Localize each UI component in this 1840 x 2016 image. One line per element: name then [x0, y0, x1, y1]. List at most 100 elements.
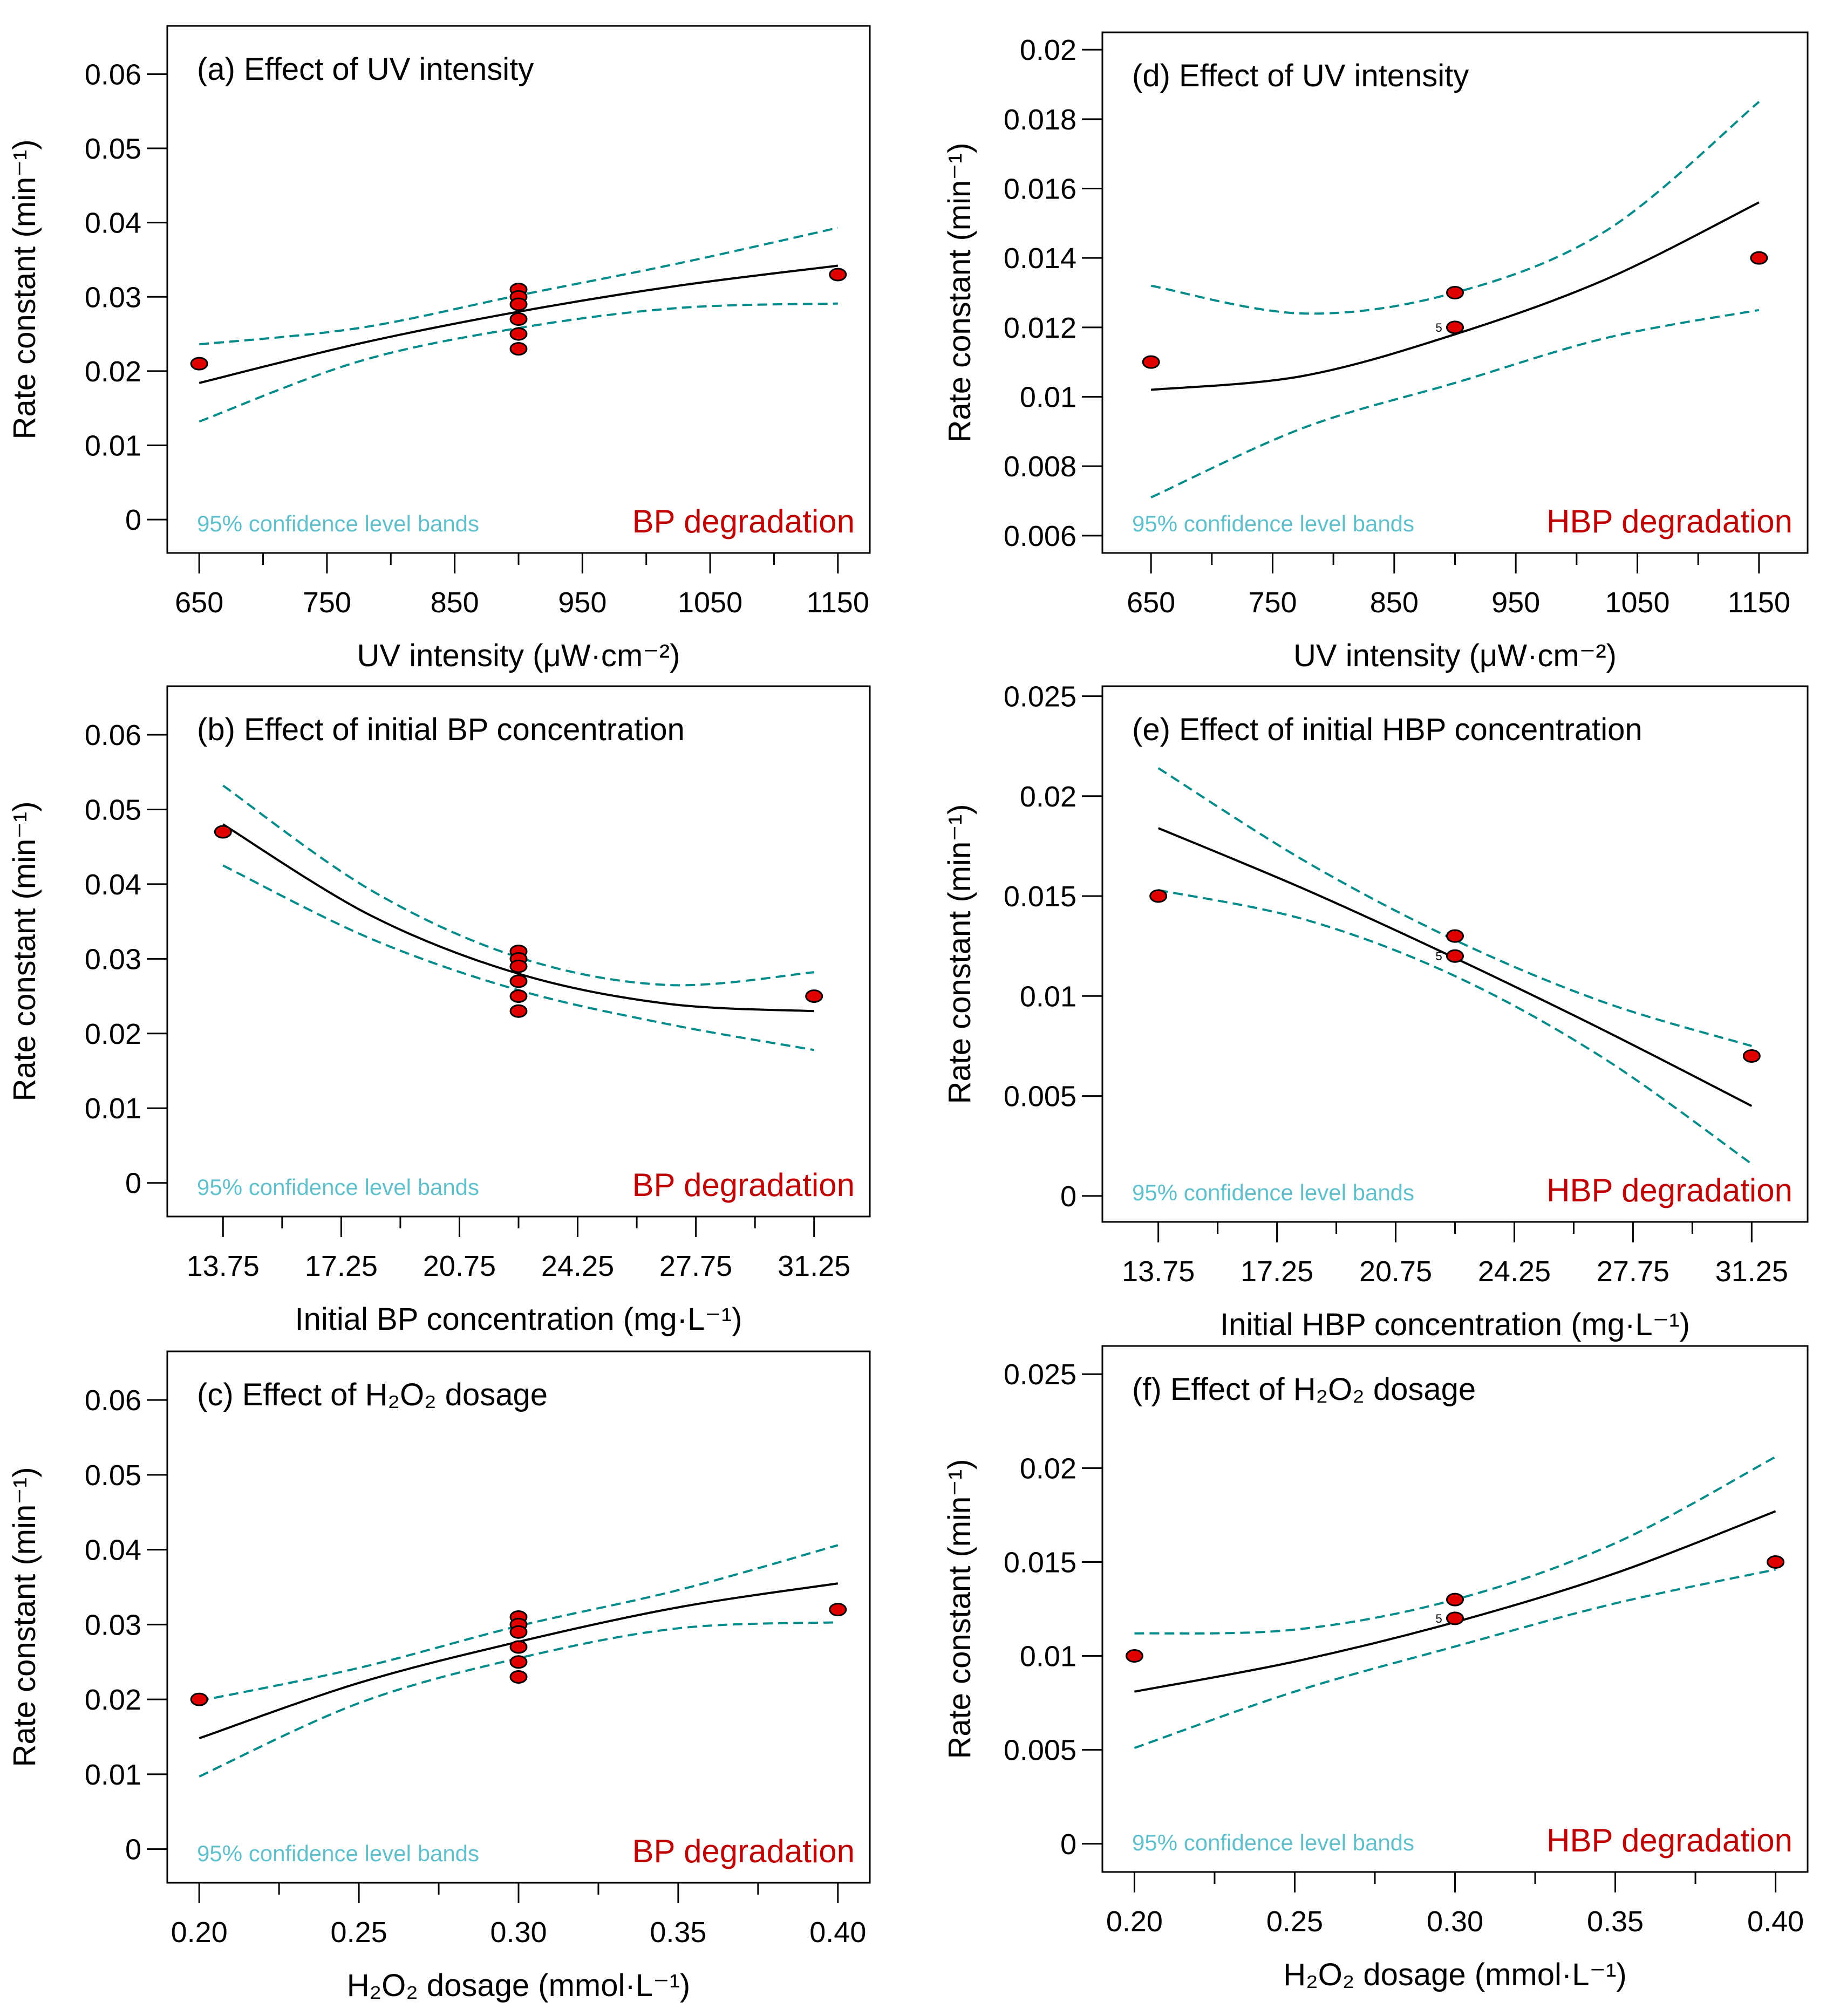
y-tick-label: 0.04: [85, 869, 141, 901]
y-tick-label: 0.03: [85, 281, 141, 313]
x-tick-label: 850: [1370, 586, 1419, 619]
x-tick-label: 31.25: [778, 1250, 850, 1282]
lower-confidence-band: [1158, 889, 1753, 1165]
y-tick-label: 0.008: [1004, 450, 1076, 483]
x-axis-label: Initial BP concentration (mg·L⁻¹): [295, 1302, 742, 1337]
panel-a: 0 0.01 0.02 0.03 0.04 0.05 0.06 650 750 850 950 105…: [7, 25, 871, 673]
plot-frame: [1101, 1345, 1809, 1873]
data-point: [1446, 320, 1464, 334]
y-tick-label: 0.04: [85, 1534, 141, 1567]
data-point: [190, 1692, 208, 1706]
y-tick-label: 0.005: [1004, 1081, 1076, 1113]
upper-confidence-band: [1157, 767, 1752, 1047]
x-tick-label: 13.75: [187, 1250, 260, 1282]
x-tick-label: 24.25: [541, 1250, 614, 1282]
band-legend-label: 95% confidence level bands: [1132, 1830, 1414, 1855]
x-tick-label: 0.40: [809, 1916, 866, 1949]
x-tick-label: 650: [175, 586, 223, 619]
panel-title: (a) Effect of UV intensity: [197, 52, 534, 87]
y-tick-label: 0.025: [1004, 681, 1076, 713]
data-point: [829, 1603, 847, 1617]
data-point: [190, 357, 208, 371]
x-tick-label: 20.75: [423, 1250, 496, 1282]
y-axis-label: Rate constant (min⁻¹): [7, 801, 42, 1101]
replicate-count-annotation: 5: [1436, 1612, 1442, 1625]
y-tick-label: 0.012: [1004, 312, 1076, 344]
panel-b: 0 0.01 0.02 0.03 0.04 0.05 0.06 13.75 17.25 20.75…: [7, 685, 871, 1337]
panel-c: 0 0.01 0.02 0.03 0.04 0.05 0.06 0.20 0.25 0.30 0.3…: [7, 1350, 871, 2003]
y-tick-label: 0.02: [1020, 781, 1076, 813]
y-tick-label: 0.05: [85, 133, 141, 165]
x-tick-label: 0.35: [1587, 1905, 1644, 1938]
data-point: [509, 1670, 528, 1684]
fitted-line: [1157, 827, 1753, 1107]
y-tick-label: 0: [1060, 1180, 1076, 1213]
data-point: [1767, 1555, 1785, 1569]
replicate-count-annotation: 5: [1436, 949, 1442, 963]
upper-confidence-band: [199, 1544, 839, 1702]
x-tick-label: 950: [1491, 586, 1540, 619]
x-tick-label: 27.75: [1597, 1255, 1669, 1288]
lower-confidence-band: [1150, 309, 1760, 498]
degradation-label: HBP degradation: [1546, 503, 1793, 539]
y-tick-label: 0.06: [85, 58, 141, 91]
panel-e: 0 0.005 0.01 0.015 0.02 0.025 13.75 17.25 20.75 2…: [942, 681, 1809, 1342]
data-point: [509, 297, 528, 311]
y-tick-label: 0.006: [1004, 520, 1076, 552]
x-tick-label: 0.25: [331, 1916, 387, 1949]
x-tick-label: 1150: [1728, 586, 1790, 619]
y-tick-label: 0.01: [1020, 381, 1076, 414]
y-tick-label: 0: [125, 504, 141, 536]
data-point: [509, 312, 528, 326]
x-axis-label: Initial HBP concentration (mg·L⁻¹): [1220, 1307, 1690, 1342]
x-tick-label: 750: [303, 586, 351, 619]
data-point: [1750, 251, 1768, 265]
x-tick-label: 0.40: [1747, 1905, 1804, 1938]
panel-title: (c) Effect of H₂O₂ dosage: [197, 1377, 548, 1412]
data-point: [1446, 286, 1464, 299]
data-point: [509, 1640, 528, 1654]
x-tick-label: 1050: [678, 586, 742, 619]
x-tick-label: 17.25: [1241, 1255, 1313, 1288]
band-legend-label: 95% confidence level bands: [197, 1174, 479, 1200]
x-tick-label: 31.25: [1715, 1255, 1788, 1288]
y-tick-label: 0.014: [1004, 242, 1076, 275]
data-point: [1742, 1049, 1761, 1063]
y-tick-label: 0.02: [85, 356, 141, 388]
y-tick-label: 0.01: [85, 1092, 141, 1125]
band-legend-label: 95% confidence level bands: [1132, 1180, 1414, 1205]
upper-confidence-band: [1134, 1455, 1776, 1635]
data-point: [509, 327, 528, 341]
panel-title: (e) Effect of initial HBP concentration: [1132, 712, 1643, 747]
degradation-label: HBP degradation: [1546, 1172, 1793, 1208]
y-tick-label: 0.018: [1004, 104, 1076, 136]
y-tick-label: 0.06: [85, 1384, 141, 1417]
x-axis-label: H₂O₂ dosage (mmol·L⁻¹): [347, 1968, 690, 2003]
data-point: [509, 974, 528, 988]
x-tick-label: 27.75: [659, 1250, 732, 1282]
fitted-line: [222, 823, 814, 1013]
x-tick-label: 0.25: [1266, 1905, 1323, 1938]
band-legend-label: 95% confidence level bands: [1132, 511, 1414, 536]
panel-title: (d) Effect of UV intensity: [1132, 58, 1469, 93]
y-tick-label: 0.02: [1020, 34, 1076, 66]
x-tick-label: 0.30: [490, 1916, 547, 1949]
fitted-line: [1150, 201, 1760, 391]
x-axis-label: UV intensity (μW·cm⁻²): [1293, 638, 1617, 673]
y-axis-label: Rate constant (min⁻¹): [942, 804, 977, 1104]
x-tick-label: 650: [1127, 586, 1175, 619]
data-point: [805, 989, 823, 1003]
x-tick-label: 750: [1248, 586, 1297, 619]
data-point: [1446, 949, 1464, 963]
y-tick-label: 0.03: [85, 943, 141, 975]
degradation-label: BP degradation: [632, 1833, 855, 1869]
y-tick-label: 0.02: [85, 1684, 141, 1716]
x-tick-label: 17.25: [305, 1250, 378, 1282]
y-tick-label: 0.016: [1004, 173, 1076, 206]
y-tick-label: 0: [1060, 1828, 1076, 1861]
data-point: [509, 1655, 528, 1669]
y-tick-label: 0.03: [85, 1609, 141, 1641]
y-tick-label: 0.025: [1004, 1358, 1076, 1391]
panel-title: (b) Effect of initial BP concentration: [197, 712, 685, 747]
